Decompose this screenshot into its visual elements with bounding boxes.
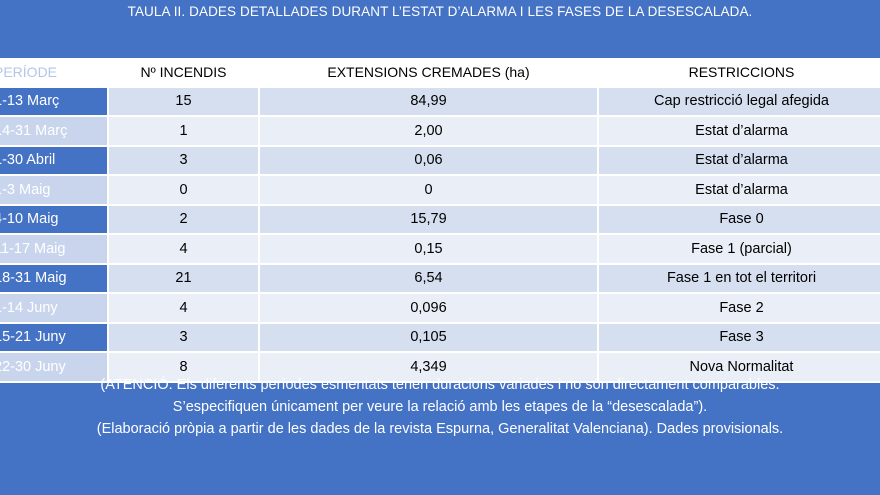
header-fires: Nº INCENDIS (109, 58, 260, 88)
table-row: 15-21 Juny 3 0,105 Fase 3 (0, 323, 880, 353)
table-row: 18-31 Maig 21 6,54 Fase 1 en tot el territo… (0, 264, 880, 294)
table-row: 1-30 Abril 3 0,06 Estat d’alarma (0, 146, 880, 176)
cell-period: 14-31 Març (0, 117, 109, 147)
cell-area: 0 (260, 176, 599, 206)
cell-fires: 4 (109, 235, 260, 265)
cell-area: 4,349 (260, 353, 599, 383)
header-restrictions: RESTRICCIONS (599, 58, 880, 88)
table-row: 22-30 Juny 8 4,349 Nova Normalitat (0, 353, 880, 383)
table-row: 11-17 Maig 4 0,15 Fase 1 (parcial) (0, 235, 880, 265)
header-area: EXTENSIONS CREMADES (ha) (260, 58, 599, 88)
cell-fires: 3 (109, 146, 260, 176)
cell-restriction: Cap restricció legal afegida (599, 87, 880, 117)
cell-fires: 3 (109, 323, 260, 353)
cell-area: 6,54 (260, 264, 599, 294)
cell-restriction: Fase 3 (599, 323, 880, 353)
fires-table: PERÍODE Nº INCENDIS EXTENSIONS CREMADES … (0, 58, 880, 383)
cell-period: 11-17 Maig (0, 235, 109, 265)
cell-restriction: Fase 0 (599, 205, 880, 235)
note-line: (ATENCIÓ: Els diferents períodes esmenta… (100, 377, 780, 393)
header-period: PERÍODE (0, 58, 109, 88)
cell-period: 1-14 Juny (0, 294, 109, 324)
cell-restriction: Fase 1 en tot el territori (599, 264, 880, 294)
cell-period: 1-30 Abril (0, 146, 109, 176)
cell-area: 84,99 (260, 87, 599, 117)
cell-restriction: Fase 2 (599, 294, 880, 324)
table-row: 1-14 Juny 4 0,096 Fase 2 (0, 294, 880, 324)
table-row: 14-31 Març 1 2,00 Estat d’alarma (0, 117, 880, 147)
cell-fires: 0 (109, 176, 260, 206)
cell-fires: 8 (109, 353, 260, 383)
cell-area: 0,15 (260, 235, 599, 265)
cell-area: 15,79 (260, 205, 599, 235)
cell-area: 0,06 (260, 146, 599, 176)
note-line: S’especifiquen únicament per veure la re… (172, 399, 708, 415)
table-header-row: PERÍODE Nº INCENDIS EXTENSIONS CREMADES … (0, 58, 880, 88)
cell-period: 1-13 Març (0, 87, 109, 117)
cell-area: 0,096 (260, 294, 599, 324)
cell-fires: 21 (109, 264, 260, 294)
cell-restriction: Estat d’alarma (599, 176, 880, 206)
table-row: 1-13 Març 15 84,99 Cap restricció legal afe… (0, 87, 880, 117)
cell-fires: 2 (109, 205, 260, 235)
cell-period: 18-31 Maig (0, 264, 109, 294)
note-line: (Elaboració pròpia a partir de les dades… (96, 421, 784, 437)
cell-period: 4-10 Maig (0, 205, 109, 235)
cell-period: 22-30 Juny (0, 353, 109, 383)
cell-restriction: Estat d’alarma (599, 146, 880, 176)
notes: (ATENCIÓ: Els diferents períodes esmenta… (0, 374, 880, 440)
table-row: 4-10 Maig 2 15,79 Fase 0 (0, 205, 880, 235)
cell-restriction: Nova Normalitat (599, 353, 880, 383)
table-title: TAULA II. DADES DETALLADES DURANT L’ESTA… (127, 4, 753, 19)
cell-area: 0,105 (260, 323, 599, 353)
cell-fires: 15 (109, 87, 260, 117)
cell-area: 2,00 (260, 117, 599, 147)
cell-restriction: Fase 1 (parcial) (599, 235, 880, 265)
cell-fires: 1 (109, 117, 260, 147)
cell-period: 15-21 Juny (0, 323, 109, 353)
cell-restriction: Estat d’alarma (599, 117, 880, 147)
cell-period: 1-3 Maig (0, 176, 109, 206)
cell-fires: 4 (109, 294, 260, 324)
